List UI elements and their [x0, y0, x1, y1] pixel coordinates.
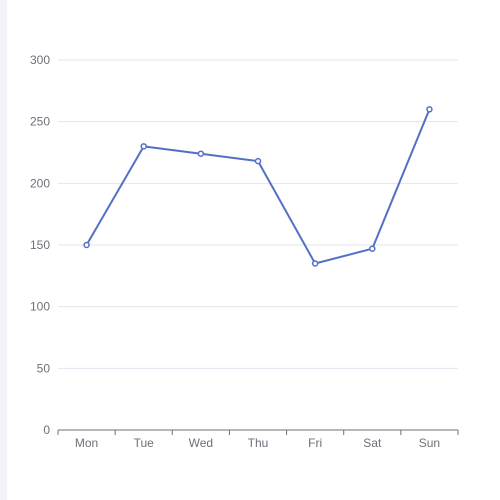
x-tick-label-fri: Fri — [308, 436, 322, 450]
y-tick-label-50: 50 — [37, 361, 51, 375]
left-panel-strip — [0, 0, 7, 500]
data-point-fri[interactable] — [311, 260, 319, 267]
y-tick-label-300: 300 — [30, 53, 50, 67]
grid-lines — [58, 59, 458, 369]
series-line — [85, 108, 431, 265]
y-tick-label-250: 250 — [30, 115, 50, 129]
y-tick-label-150: 150 — [30, 238, 50, 252]
x-tick-label-sat: Sat — [363, 436, 382, 450]
y-tick-label-200: 200 — [30, 176, 50, 190]
x-tick-label-sun: Sun — [419, 436, 440, 450]
data-point-wed[interactable] — [197, 150, 205, 157]
data-point-sun[interactable] — [426, 106, 433, 113]
y-axis-labels: 0 50 100 150 200 250 300 — [30, 53, 50, 437]
y-tick-label-0: 0 — [43, 423, 50, 437]
x-axis: Mon Tue Wed Thu Fri Sat Sun — [57, 429, 459, 450]
x-tick-label-mon: Mon — [75, 436, 98, 450]
x-tick-label-thu: Thu — [248, 436, 269, 450]
x-tick-label-tue: Tue — [134, 436, 155, 450]
data-point-thu[interactable] — [254, 157, 262, 165]
series-polyline — [85, 108, 431, 265]
data-point-sat[interactable] — [369, 245, 376, 252]
data-point-mon[interactable] — [83, 241, 90, 249]
data-point-tue[interactable] — [140, 143, 147, 150]
series-points — [83, 106, 433, 267]
y-tick-label-100: 100 — [30, 300, 50, 314]
x-tick-label-wed: Wed — [189, 436, 213, 450]
